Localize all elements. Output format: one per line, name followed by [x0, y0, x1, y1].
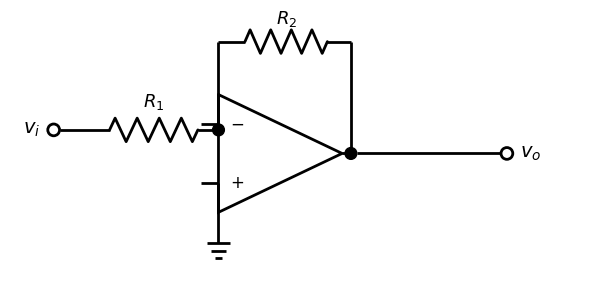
Text: $R_1$: $R_1$ — [143, 92, 165, 112]
Text: $v_o$: $v_o$ — [520, 144, 541, 163]
Text: $-$: $-$ — [230, 115, 244, 133]
Circle shape — [345, 147, 357, 159]
Text: $R_2$: $R_2$ — [276, 9, 297, 29]
Text: $+$: $+$ — [230, 174, 244, 192]
Circle shape — [212, 124, 224, 136]
Circle shape — [501, 147, 513, 159]
Text: $v_i$: $v_i$ — [24, 121, 41, 139]
Circle shape — [48, 124, 60, 136]
